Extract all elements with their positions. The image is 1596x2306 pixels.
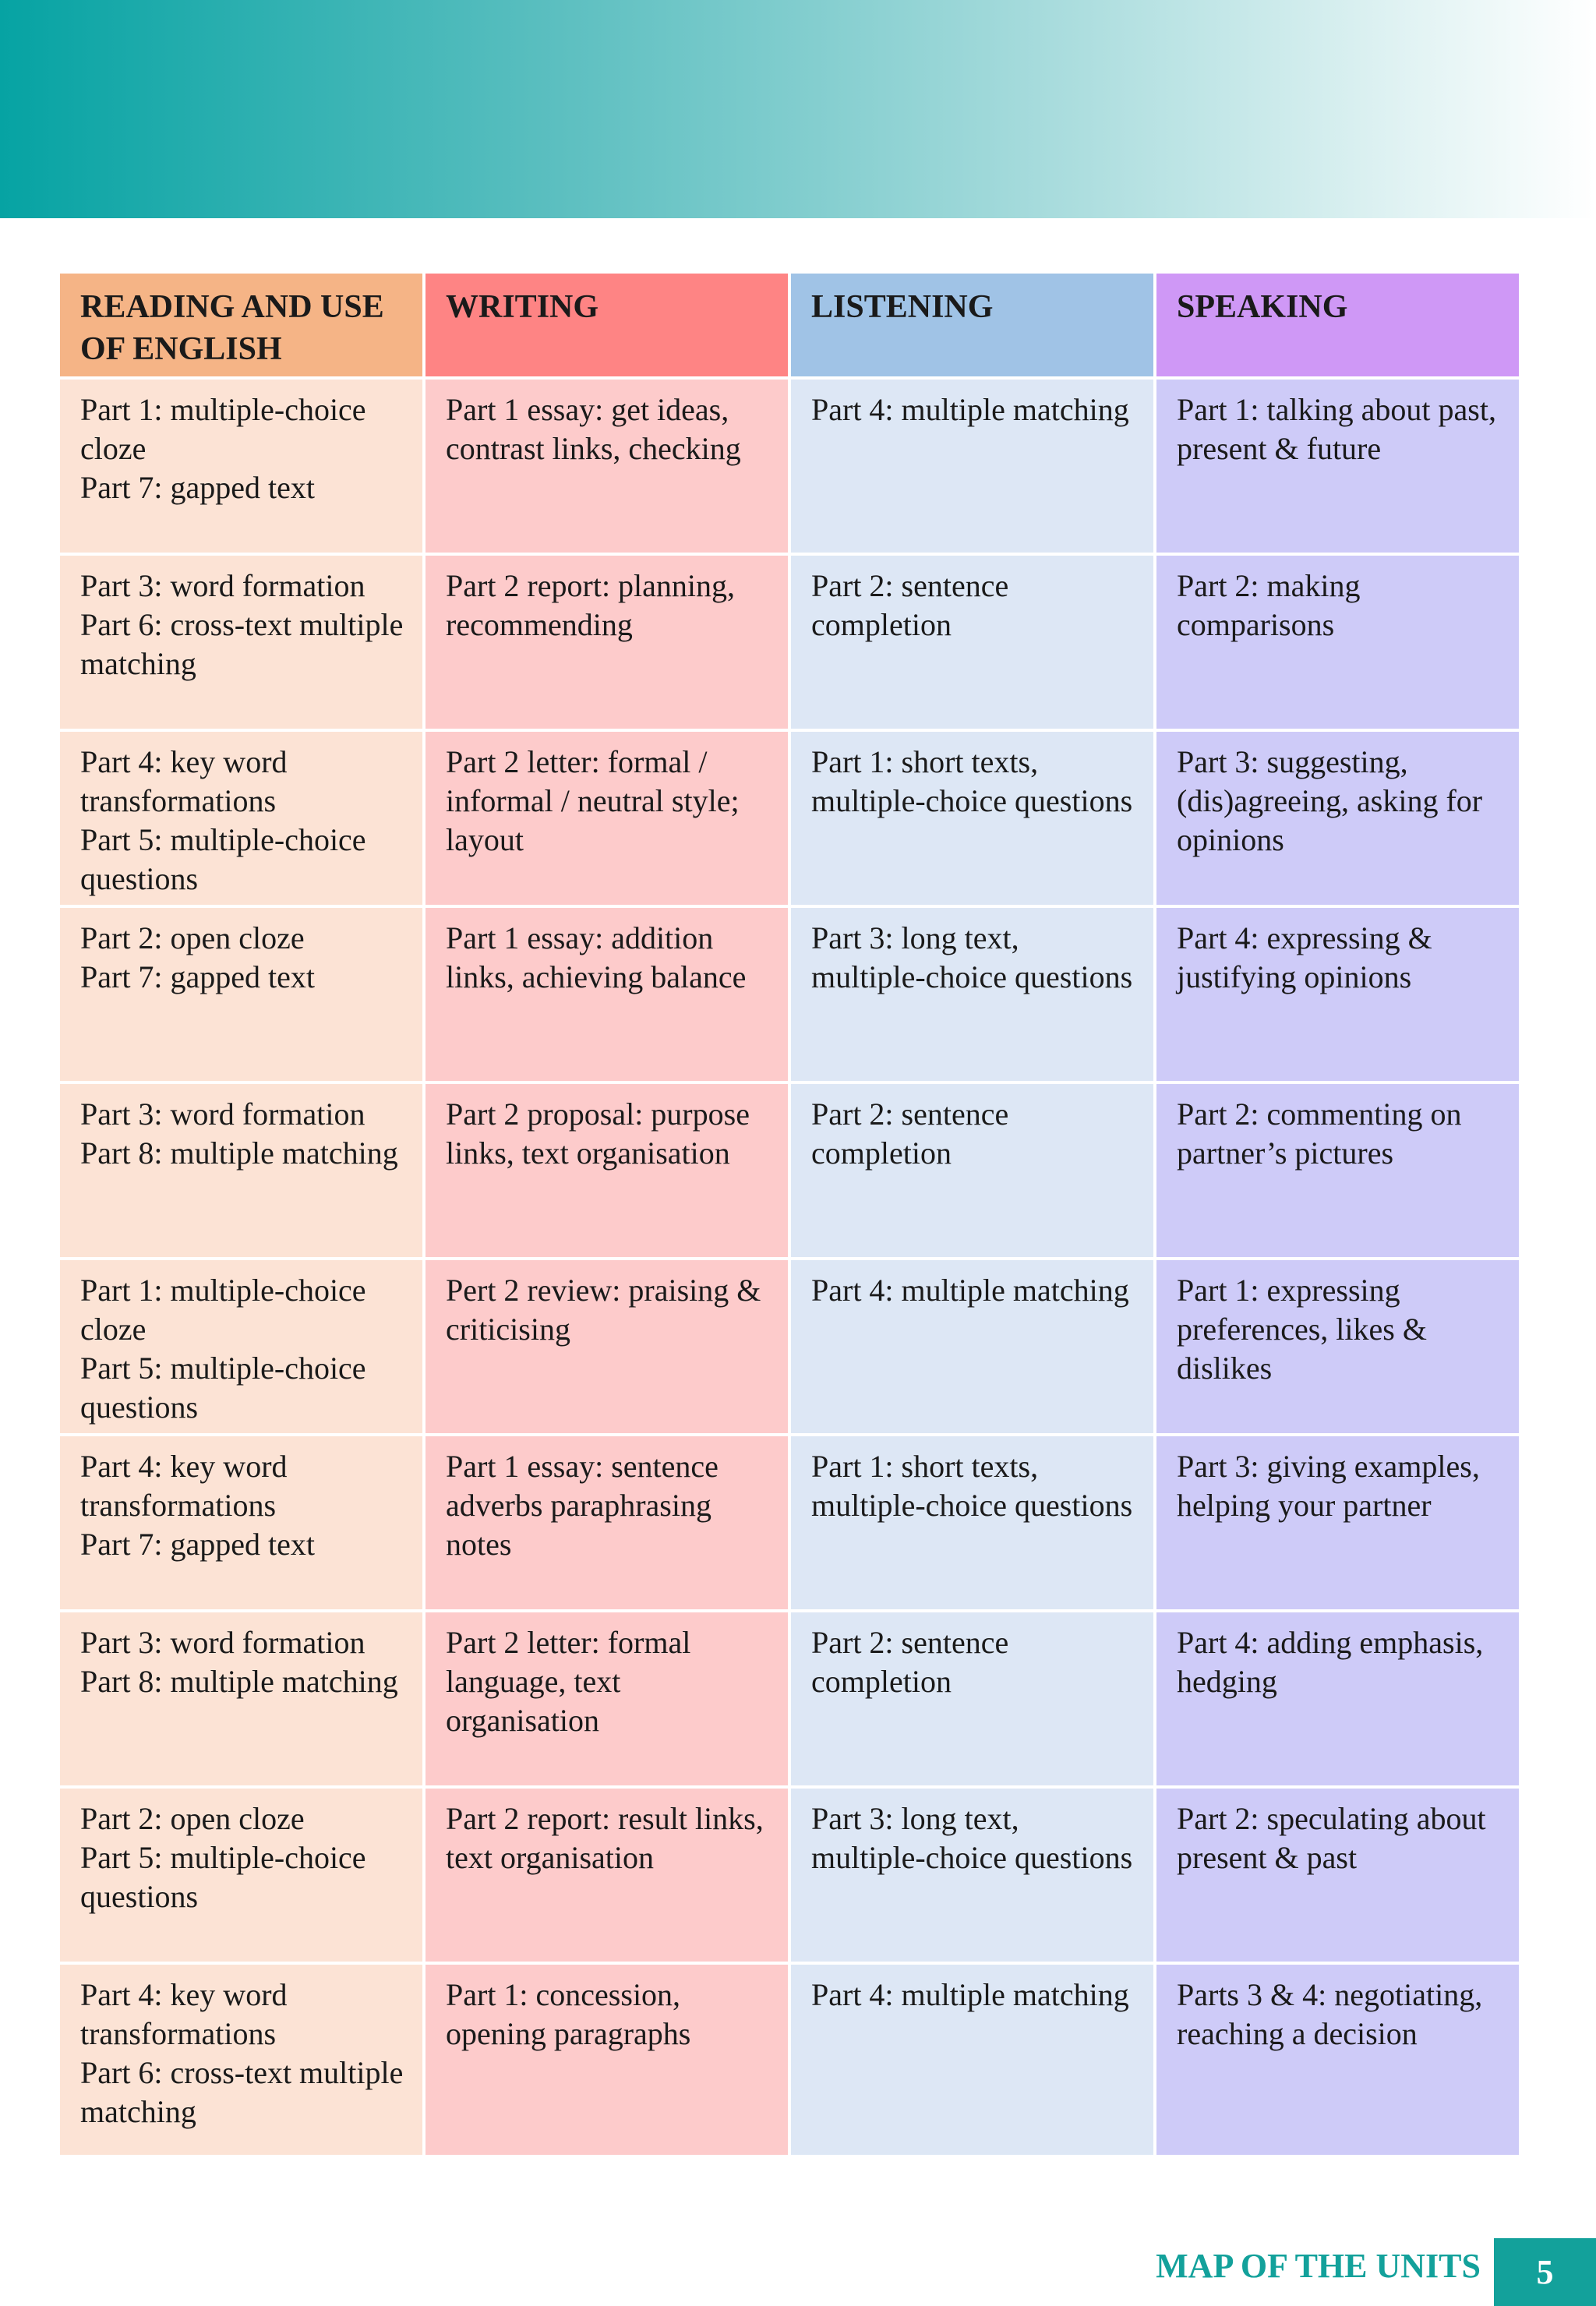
cell-line: Part 2 report: result links, text organi…: [446, 1801, 764, 1875]
cell-line: Part 2: sentence completion: [811, 1096, 1009, 1171]
cell-line: Part 2: open cloze: [80, 1801, 305, 1836]
table-cell: Part 2: open cloze Part 5: multiple-choic…: [60, 1789, 422, 1962]
table-cell: Part 3: suggesting, (dis)agreeing, askin…: [1156, 732, 1519, 905]
table-cell: Part 2 proposal: purpose links, text org…: [425, 1084, 788, 1257]
cell-line: Parts 3 & 4: negotiating, reaching a dec…: [1177, 1977, 1483, 2051]
cell-line: Part 3: word formation: [80, 1625, 365, 1660]
cell-line: Part 1: multiple-choice cloze: [80, 1273, 366, 1347]
cell-line: Part 4: adding emphasis, hedging: [1177, 1625, 1484, 1699]
cell-line: Part 1 essay: addition links, achieving …: [446, 920, 747, 994]
cell-line: Part 2: commenting on partner’s pictures: [1177, 1096, 1462, 1171]
table-cell: Part 1: talking about past, present & fu…: [1156, 380, 1519, 553]
table-cell: Part 1: multiple-choice cloze Part 5: mul…: [60, 1260, 422, 1433]
cell-line: Part 2 letter: formal / informal / neutr…: [446, 744, 740, 857]
cell-line: Part 2: sentence completion: [811, 568, 1009, 642]
table-cell: Part 4: adding emphasis, hedging: [1156, 1612, 1519, 1785]
column-header: WRITING: [425, 274, 788, 376]
table-cell: Part 2: sentence completion: [791, 1084, 1153, 1257]
table-cell: Part 4: expressing & justifying opinions: [1156, 908, 1519, 1081]
cell-line: Part 1: concession, opening paragraphs: [446, 1977, 691, 2051]
page-number: 5: [1494, 2238, 1596, 2306]
table-cell: Part 3: long text, multiple-choice quest…: [791, 908, 1153, 1081]
table-cell: Part 4: multiple matching: [791, 380, 1153, 553]
table-cell: Part 2 letter: formal language, text org…: [425, 1612, 788, 1785]
cell-line: Part 4: key word transformations: [80, 1977, 288, 2051]
table-cell: Pert 2 review: praising & criticising: [425, 1260, 788, 1433]
cell-line: Part 4: key word transformations: [80, 744, 288, 818]
cell-line: Part 3: suggesting, (dis)agreeing, askin…: [1177, 744, 1483, 857]
cell-line: Part 2: open cloze: [80, 920, 305, 955]
cell-line: Part 5: multiple-choice questions: [80, 822, 366, 896]
table-cell: Part 3: word formation Part 8: multiple m…: [60, 1084, 422, 1257]
cell-line: Part 4: multiple matching: [811, 1273, 1129, 1308]
cell-line: Part 2 proposal: purpose links, text org…: [446, 1096, 750, 1171]
table-cell: Part 3: giving examples, helping your pa…: [1156, 1436, 1519, 1609]
cell-line: Part 1 essay: sentence adverbs paraphras…: [446, 1449, 719, 1562]
table-cell: Part 2: making comparisons: [1156, 556, 1519, 729]
cell-line: Part 3: long text, multiple-choice quest…: [811, 1801, 1133, 1875]
column-header: SPEAKING: [1156, 274, 1519, 376]
cell-line: Part 2 report: planning, recommending: [446, 568, 736, 642]
table-cell: Part 2 letter: formal / informal / neutr…: [425, 732, 788, 905]
cell-line: Part 3: long text, multiple-choice quest…: [811, 920, 1133, 994]
cell-line: Part 4: multiple matching: [811, 392, 1129, 427]
cell-line: Part 6: cross-text multiple matching: [80, 2055, 404, 2129]
table-cell: Part 2: commenting on partner’s pictures: [1156, 1084, 1519, 1257]
cell-line: Part 1: short texts, multiple-choice que…: [811, 1449, 1133, 1523]
cell-line: Part 8: multiple matching: [80, 1135, 398, 1171]
table-cell: Part 3: long text, multiple-choice quest…: [791, 1789, 1153, 1962]
table-cell: Parts 3 & 4: negotiating, reaching a dec…: [1156, 1965, 1519, 2155]
cell-line: Part 5: multiple-choice questions: [80, 1840, 366, 1914]
cell-line: Part 1: talking about past, present & fu…: [1177, 392, 1496, 466]
table-cell: Part 4: key word transformations Part 6: …: [60, 1965, 422, 2155]
cell-line: Part 6: cross-text multiple matching: [80, 607, 404, 681]
table-cell: Part 1 essay: addition links, achieving …: [425, 908, 788, 1081]
cell-line: Part 7: gapped text: [80, 1527, 316, 1562]
table-cell: Part 2: open cloze Part 7: gapped text: [60, 908, 422, 1081]
cell-line: Part 3: giving examples, helping your pa…: [1177, 1449, 1480, 1523]
table-cell: Part 1 essay: sentence adverbs paraphras…: [425, 1436, 788, 1609]
cell-line: Part 1: multiple-choice cloze: [80, 392, 366, 466]
column-header: READING AND USE OF ENGLISH: [60, 274, 422, 376]
units-table: READING AND USE OF ENGLISH WRITING LISTENI…: [60, 274, 1519, 2155]
column-header: LISTENING: [791, 274, 1153, 376]
table-cell: Part 1: short texts, multiple-choice que…: [791, 1436, 1153, 1609]
cell-line: Part 7: gapped text: [80, 959, 316, 994]
cell-line: Part 7: gapped text: [80, 470, 316, 505]
cell-line: Part 4: key word transformations: [80, 1449, 288, 1523]
table-cell: Part 2 report: planning, recommending: [425, 556, 788, 729]
cell-line: Part 5: multiple-choice questions: [80, 1351, 366, 1425]
cell-line: Part 1: expressing preferences, likes & …: [1177, 1273, 1427, 1386]
cell-line: Part 3: word formation: [80, 568, 365, 603]
table-cell: Part 2: sentence completion: [791, 556, 1153, 729]
cell-line: Part 2: making comparisons: [1177, 568, 1361, 642]
table-cell: Part 1: expressing preferences, likes & …: [1156, 1260, 1519, 1433]
section-title: MAP OF THE UNITS: [1156, 2247, 1481, 2285]
table-cell: Part 4: key word transformations Part 7: …: [60, 1436, 422, 1609]
cell-line: Part 4: multiple matching: [811, 1977, 1129, 2012]
header-banner: [0, 0, 1596, 218]
table-cell: Part 2 report: result links, text organi…: [425, 1789, 788, 1962]
table-cell: Part 2: speculating about present & past: [1156, 1789, 1519, 1962]
cell-line: Part 2: speculating about present & past: [1177, 1801, 1486, 1875]
table-cell: Part 1: concession, opening paragraphs: [425, 1965, 788, 2155]
table-cell: Part 2: sentence completion: [791, 1612, 1153, 1785]
cell-line: Part 8: multiple matching: [80, 1664, 398, 1699]
cell-line: Part 2: sentence completion: [811, 1625, 1009, 1699]
table-cell: Part 3: word formation Part 6: cross-text…: [60, 556, 422, 729]
cell-line: Part 3: word formation: [80, 1096, 365, 1132]
cell-line: Part 1 essay: get ideas, contrast links,…: [446, 392, 741, 466]
cell-line: Part 2 letter: formal language, text org…: [446, 1625, 691, 1738]
cell-line: Pert 2 review: praising & criticising: [446, 1273, 761, 1347]
cell-line: Part 1: short texts, multiple-choice que…: [811, 744, 1133, 818]
cell-line: Part 4: expressing & justifying opinions: [1177, 920, 1432, 994]
table-cell: Part 1 essay: get ideas, contrast links,…: [425, 380, 788, 553]
table-cell: Part 1: short texts, multiple-choice que…: [791, 732, 1153, 905]
table-cell: Part 4: key word transformations Part 5: …: [60, 732, 422, 905]
table-cell: Part 4: multiple matching: [791, 1965, 1153, 2155]
table-cell: Part 1: multiple-choice cloze Part 7: gap…: [60, 380, 422, 553]
table-cell: Part 3: word formation Part 8: multiple m…: [60, 1612, 422, 1785]
table-cell: Part 4: multiple matching: [791, 1260, 1153, 1433]
